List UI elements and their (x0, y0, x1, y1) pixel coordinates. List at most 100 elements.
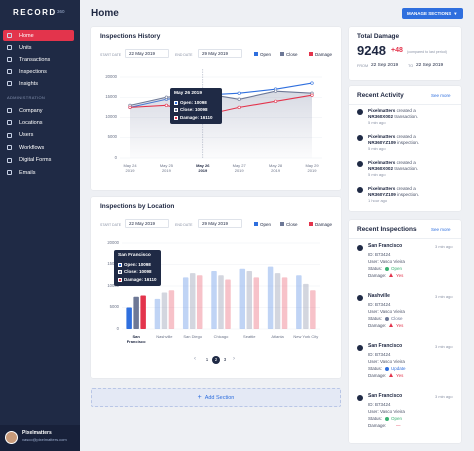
tooltip-line: Damage: 16110 (124, 276, 157, 282)
activity-icon (357, 187, 363, 193)
verb: created a (396, 160, 416, 165)
damage-value: — (396, 423, 401, 428)
inspection-icon (357, 245, 363, 251)
see-more[interactable]: See more (431, 93, 451, 98)
nav-item[interactable]: Workflows (3, 142, 74, 153)
x-tick-label: May 28 2019 (269, 163, 283, 173)
bar (310, 290, 316, 329)
x-tick-label: Nashville (156, 334, 173, 339)
nav-item[interactable]: Units (3, 42, 74, 53)
actor: Pixelmatters (368, 134, 396, 139)
nav-item[interactable]: Digital Forms (3, 155, 74, 166)
legend-swatch (254, 222, 258, 226)
tooltip-line: Damage: 16110 (180, 114, 213, 120)
tooltip-dot (118, 270, 122, 274)
activity-text: Pixelmatters created a NR360X002 transac… (368, 160, 430, 172)
end-date[interactable]: 29 May 2019 (198, 219, 242, 228)
legend-swatch (280, 52, 284, 56)
nav-label: Workflows (19, 144, 45, 151)
start-date[interactable]: 22 May 2019 (125, 219, 169, 228)
card-title: Inspections by Location (100, 203, 175, 210)
activity-text: Pixelmatters created a NR360YZ109 inspec… (368, 134, 430, 146)
divider (349, 104, 461, 105)
activity-icon (357, 135, 363, 141)
activity-text: Pixelmatters created a NR360X002 transac… (368, 108, 430, 120)
damage-label: Damage: (368, 323, 387, 328)
nav-icon (7, 57, 12, 62)
prev-page[interactable]: ‹ (194, 356, 196, 362)
actor: Pixelmatters (368, 108, 396, 113)
nav-label: Transactions (19, 56, 51, 63)
actor: Pixelmatters (368, 160, 396, 165)
to-date[interactable]: 22 Sep 2019 (416, 63, 444, 68)
inspections-history-card: Inspections History START DATE 22 May 2019… (91, 27, 341, 190)
x-tick-label: May 26 2019 (196, 163, 210, 173)
nav-item[interactable]: Insights (3, 78, 74, 89)
x-tick-label: New York City (293, 334, 319, 339)
tooltip: San Francisco Open: 10098 Close: 10098 Dama… (114, 250, 161, 286)
nav-item[interactable]: Users (3, 130, 74, 141)
add-section[interactable]: + Add Section (91, 388, 341, 407)
city: San Francisco (368, 343, 403, 349)
bar (281, 277, 288, 329)
bar (253, 277, 260, 329)
nav-icon (7, 145, 12, 151)
nav-label: Locations (19, 119, 43, 126)
see-more[interactable]: See more (431, 227, 451, 232)
point (274, 89, 278, 93)
bar (154, 298, 161, 329)
start-date[interactable]: 22 May 2019 (125, 49, 169, 58)
next-page[interactable]: › (233, 356, 235, 362)
inspections-by-location-card: Inspections by Location START DATE 22 May … (91, 197, 341, 378)
damage-value: Yes (396, 273, 404, 278)
page-button[interactable]: 2 (212, 356, 220, 364)
nav-item[interactable]: Emails (3, 167, 74, 178)
code: NR360YZ109 (368, 191, 396, 197)
page-button[interactable]: 1 (205, 357, 209, 362)
nav-item[interactable]: Inspections (3, 66, 74, 77)
tooltip-line: Close: 10098 (124, 269, 152, 274)
end-date[interactable]: 29 May 2019 (198, 49, 242, 58)
page-button[interactable]: 3 (223, 357, 227, 362)
nav-item[interactable]: Company (3, 105, 74, 116)
nav-item[interactable]: Home (3, 30, 74, 41)
avatar (5, 431, 18, 444)
y-tick-label: 0 (116, 325, 119, 331)
legend-swatch (254, 52, 258, 56)
tooltip-dot (174, 108, 178, 112)
bar (225, 279, 231, 329)
y-tick-label: 15000 (105, 93, 117, 99)
nav-item[interactable]: Transactions (3, 54, 74, 65)
date-label: END DATE (175, 53, 193, 57)
y-tick-label: 5000 (107, 134, 117, 140)
status-dot (385, 317, 389, 321)
manage-sections-button[interactable]: MANAGE SECTIONS ▾ (402, 8, 463, 19)
status-value: Close (391, 316, 403, 321)
tooltip-line: Close: 10098 (180, 107, 208, 112)
legend-label: Damage (315, 221, 333, 227)
from-date[interactable]: 22 Sep 2019 (371, 63, 399, 68)
button-caret: ▾ (454, 11, 457, 16)
legend-label: Open (260, 221, 272, 227)
user-box[interactable]: Pixelmatters vasco@pixelmatters.com (0, 425, 80, 451)
x-tick-label: Seattle (243, 334, 256, 339)
tooltip-dot (118, 277, 122, 282)
recent-activity-card: Recent Activity See more Pixelmatters crea… (349, 86, 461, 211)
bar (126, 307, 132, 329)
code: NR360X002 (368, 165, 394, 171)
point (164, 103, 168, 107)
tooltip-title: May 26 2019 (174, 91, 203, 96)
x-tick-label: May 27 2019 (232, 163, 246, 173)
city: San Francisco (368, 243, 403, 249)
time: 3 min ago (435, 293, 453, 299)
city: Nashville (368, 293, 390, 299)
time: 3 min ago (435, 243, 453, 249)
nav-label: Users (19, 132, 34, 139)
nav-item[interactable]: Locations (3, 117, 74, 128)
x-tick-label: May 29 2019 (305, 163, 319, 173)
object: transaction. (394, 113, 419, 119)
tooltip-dot (174, 115, 178, 120)
status-dot (385, 367, 389, 371)
y-tick-label: 20000 (105, 73, 117, 79)
